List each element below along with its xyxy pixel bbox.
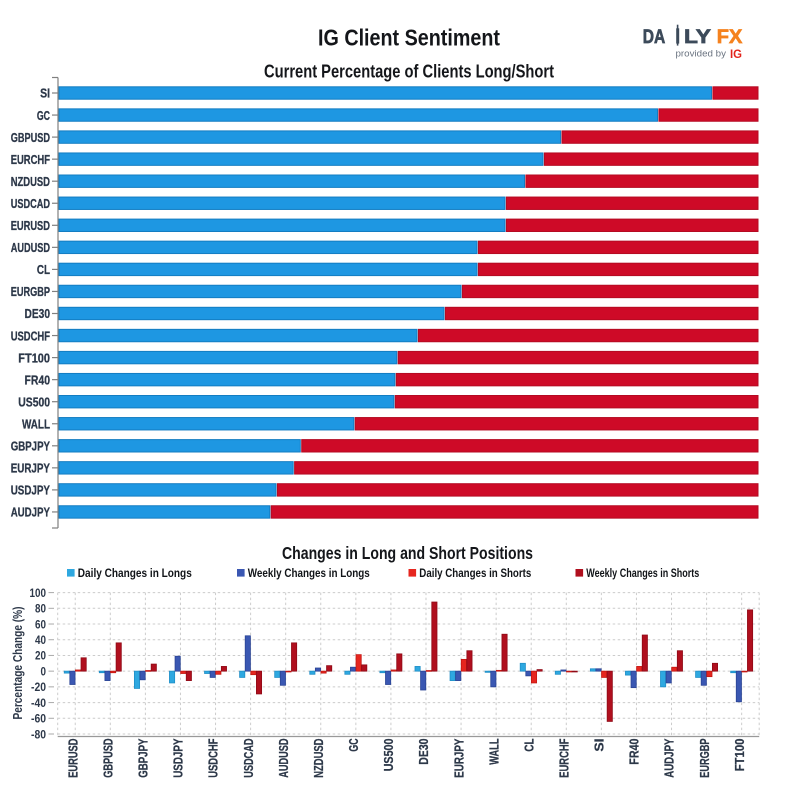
svg-text:EURJPY: EURJPY xyxy=(452,738,466,778)
svg-text:provided by: provided by xyxy=(676,49,727,60)
svg-text:AUDJPY: AUDJPY xyxy=(663,738,677,778)
svg-text:SI: SI xyxy=(40,86,50,101)
svg-text:FR40: FR40 xyxy=(628,738,642,764)
svg-text:USDJPY: USDJPY xyxy=(172,738,186,778)
svg-text:-40: -40 xyxy=(31,696,46,710)
svg-text:NZDUSD: NZDUSD xyxy=(11,174,51,189)
svg-text:USDCHF: USDCHF xyxy=(11,328,50,343)
svg-text:EURGBP: EURGBP xyxy=(698,739,712,778)
svg-text:FT100: FT100 xyxy=(733,738,747,771)
svg-text:0: 0 xyxy=(41,664,47,678)
svg-text:EURJPY: EURJPY xyxy=(11,461,50,476)
svg-text:DE30: DE30 xyxy=(417,738,431,764)
svg-text:-60: -60 xyxy=(31,712,46,726)
svg-text:US500: US500 xyxy=(382,738,396,771)
svg-text:FX: FX xyxy=(717,27,743,48)
svg-text:AUDUSD: AUDUSD xyxy=(11,240,51,255)
svg-text:Daily Changes in Longs: Daily Changes in Longs xyxy=(78,566,192,580)
svg-text:USDJPY: USDJPY xyxy=(11,483,50,498)
svg-text:WALL: WALL xyxy=(22,416,50,431)
svg-text:80: 80 xyxy=(35,602,46,616)
svg-text:60: 60 xyxy=(35,617,46,631)
svg-text:100: 100 xyxy=(30,586,47,600)
svg-text:DE30: DE30 xyxy=(25,306,51,321)
svg-text:EURCHF: EURCHF xyxy=(11,152,50,167)
svg-text:US500: US500 xyxy=(18,394,50,409)
svg-text:GBPUSD: GBPUSD xyxy=(11,130,51,145)
svg-text:GBPJPY: GBPJPY xyxy=(11,439,50,454)
svg-text:CL: CL xyxy=(522,738,536,751)
svg-text:FT100: FT100 xyxy=(18,350,50,365)
svg-text:SI: SI xyxy=(593,739,607,752)
svg-text:GC: GC xyxy=(347,739,361,752)
svg-text:-20: -20 xyxy=(31,680,46,694)
svg-text:Daily Changes in Shorts: Daily Changes in Shorts xyxy=(419,566,531,580)
svg-text:AUDUSD: AUDUSD xyxy=(277,739,291,778)
svg-text:40: 40 xyxy=(35,633,46,647)
svg-text:Weekly Changes in Shorts: Weekly Changes in Shorts xyxy=(586,566,699,580)
svg-text:Current Percentage of Clients: Current Percentage of Clients Long/Short xyxy=(264,61,554,82)
svg-text:Changes in Long and Short Posi: Changes in Long and Short Positions xyxy=(282,543,533,563)
svg-text:CL: CL xyxy=(37,262,50,277)
svg-text:EURGBP: EURGBP xyxy=(11,284,50,299)
svg-text:GBPUSD: GBPUSD xyxy=(102,739,116,778)
svg-text:GBPJPY: GBPJPY xyxy=(137,738,151,778)
svg-text:Percentage Change (%): Percentage Change (%) xyxy=(11,607,25,720)
svg-text:NZDUSD: NZDUSD xyxy=(312,739,326,778)
svg-text:-80: -80 xyxy=(31,727,46,741)
svg-text:DA: DA xyxy=(643,27,666,48)
svg-text:IG: IG xyxy=(730,47,742,61)
svg-text:USDCAD: USDCAD xyxy=(242,739,256,778)
svg-text:EURCHF: EURCHF xyxy=(557,738,571,778)
svg-text:USDCHF: USDCHF xyxy=(207,738,221,778)
svg-text:FR40: FR40 xyxy=(25,372,51,387)
svg-text:USDCAD: USDCAD xyxy=(11,196,51,211)
svg-text:20: 20 xyxy=(35,649,46,663)
svg-text:Weekly Changes in Longs: Weekly Changes in Longs xyxy=(248,566,370,580)
svg-text:LY: LY xyxy=(684,27,711,48)
svg-text:EURUSD: EURUSD xyxy=(66,739,80,778)
svg-text:AUDJPY: AUDJPY xyxy=(11,505,50,520)
svg-text:GC: GC xyxy=(37,108,50,123)
svg-text:IG Client Sentiment: IG Client Sentiment xyxy=(318,25,500,51)
svg-text:EURUSD: EURUSD xyxy=(11,218,51,233)
svg-text:WALL: WALL xyxy=(487,738,501,764)
